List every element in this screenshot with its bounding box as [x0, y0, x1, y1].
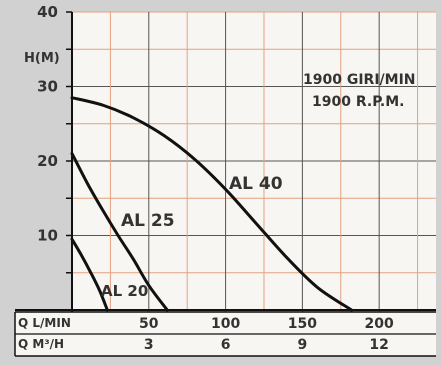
y-tick-label: 20: [37, 152, 58, 170]
x-tick-label: 150: [288, 316, 317, 332]
series-label-al-25: AL 25: [121, 211, 175, 231]
curves: [70, 96, 354, 312]
grid: [72, 11, 436, 338]
curve-al-25: [70, 152, 169, 312]
x-tick-label: 6: [221, 337, 231, 353]
y-axis-label: H(M): [24, 51, 60, 66]
series-label-al-20: AL 20: [101, 282, 148, 300]
y-tick-label: 30: [37, 78, 58, 96]
curve-al-40: [70, 96, 354, 312]
series-label-al-40: AL 40: [229, 174, 283, 194]
chart-title-line-2: 1900 R.P.M.: [312, 94, 404, 110]
axes: [15, 11, 436, 356]
curve-al-20: [70, 237, 109, 312]
chart-title-line-1: 1900 GIRI/MIN: [303, 72, 416, 88]
x-tick-label: 12: [369, 337, 388, 353]
curve-labels: AL 40 AL 25 AL 20: [101, 174, 283, 300]
x-tick-label: 100: [211, 316, 240, 332]
x-tick-label: 3: [144, 337, 154, 353]
y-tick-label: 40: [37, 3, 58, 21]
x-tick-label: 9: [298, 337, 308, 353]
x-tick-label: 50: [139, 316, 159, 332]
y-tick-labels: 10 20 30 40: [37, 3, 58, 245]
x-axis-row-1-label: Q L/MIN: [18, 316, 71, 330]
x-tick-label: 200: [365, 316, 394, 332]
x-axis-table: 50 100 150 200 3 6 9 12: [14, 311, 436, 357]
y-tick-label: 10: [37, 227, 58, 245]
x-axis-row-2-label: Q M³/H: [18, 337, 64, 351]
